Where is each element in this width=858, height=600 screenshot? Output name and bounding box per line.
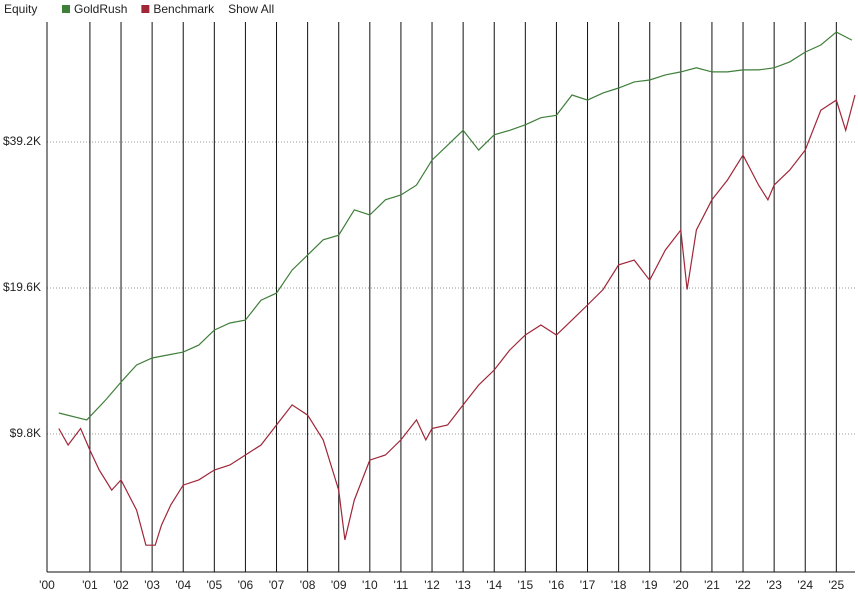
- legend-swatch[interactable]: [62, 5, 70, 13]
- x-tick-label: '03: [144, 578, 160, 592]
- x-tick-label: '05: [207, 578, 223, 592]
- show-all-button[interactable]: Show All: [228, 2, 274, 16]
- y-tick-label: $9.8K: [10, 426, 41, 440]
- x-tick-label: '15: [518, 578, 534, 592]
- x-tick-label: '18: [611, 578, 627, 592]
- legend-swatch[interactable]: [141, 5, 150, 13]
- chart-title: Equity: [4, 2, 37, 16]
- legend-label[interactable]: Benchmark: [153, 2, 215, 16]
- y-tick-label: $39.2K: [3, 134, 41, 148]
- x-tick-label: '14: [486, 578, 502, 592]
- x-tick-label: '22: [735, 578, 751, 592]
- x-tick-label: '06: [238, 578, 254, 592]
- x-tick-label: '04: [175, 578, 191, 592]
- x-tick-label: '07: [269, 578, 285, 592]
- x-tick-label: '17: [580, 578, 596, 592]
- x-tick-label: '11: [394, 578, 409, 592]
- series-line: [58, 31, 853, 421]
- x-tick-label: '21: [704, 578, 720, 592]
- x-tick-label: '02: [113, 578, 129, 592]
- y-tick-label: $19.6K: [3, 280, 41, 294]
- x-tick-label: '16: [549, 578, 565, 592]
- x-tick-label: '23: [766, 578, 782, 592]
- x-tick-label: '01: [82, 578, 98, 592]
- x-tick-label: '00: [39, 578, 55, 592]
- x-tick-label: '20: [673, 578, 689, 592]
- series-line: [58, 94, 856, 546]
- x-tick-label: '24: [797, 578, 813, 592]
- legend-label[interactable]: GoldRush: [74, 2, 127, 16]
- x-tick-label: '08: [300, 578, 316, 592]
- x-tick-label: '13: [455, 578, 471, 592]
- x-tick-label: '19: [642, 578, 658, 592]
- x-tick-label: '09: [331, 578, 347, 592]
- x-tick-label: '12: [424, 578, 440, 592]
- x-tick-label: '10: [362, 578, 378, 592]
- x-tick-label: '25: [829, 578, 845, 592]
